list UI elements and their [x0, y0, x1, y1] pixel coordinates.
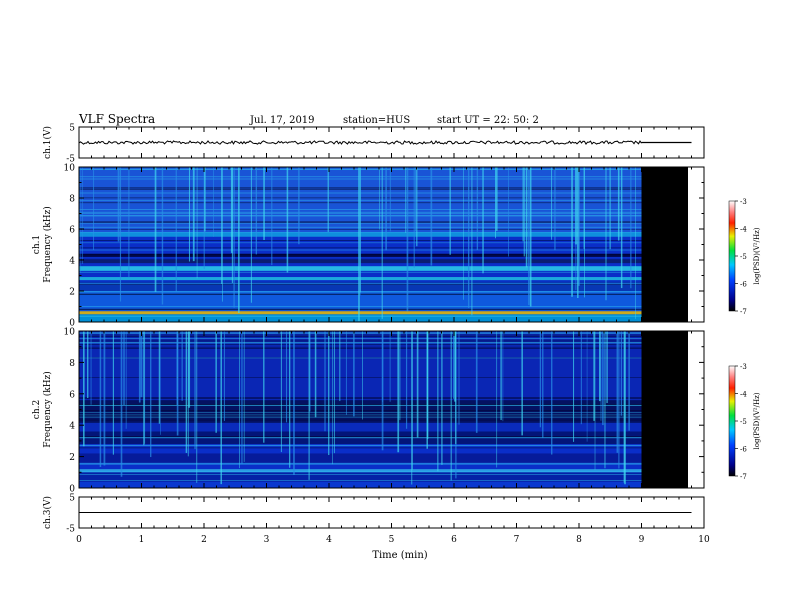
spectral-band	[79, 422, 642, 432]
colorbar-tick-label: -3	[740, 363, 747, 371]
x-tick-label: 0	[76, 535, 82, 545]
y-tick-label: 2	[69, 453, 75, 463]
y-tick-label: 6	[69, 390, 75, 400]
x-tick-label: 8	[576, 535, 582, 545]
y-axis-label: Frequency (kHz)	[42, 206, 53, 283]
spectral-band	[79, 314, 642, 322]
x-axis-label: Time (min)	[372, 550, 427, 561]
y-axis-label: ch.1	[32, 235, 42, 254]
y-tick-label: -5	[66, 155, 75, 165]
colorbar-tick-label: -4	[740, 391, 747, 399]
spectral-band	[79, 469, 642, 473]
y-tick-label: -5	[66, 525, 75, 535]
x-tick-label: 10	[698, 535, 710, 545]
x-tick-label: 5	[389, 535, 395, 545]
no-data-region	[641, 331, 688, 488]
x-tick-label: 6	[451, 535, 457, 545]
y-tick-label: 5	[69, 124, 75, 134]
colorbar-tick-label: -7	[740, 308, 747, 316]
colorbar-tick-label: -5	[740, 253, 747, 261]
y-tick-label: 8	[69, 195, 75, 205]
x-tick-label: 3	[264, 535, 270, 545]
y-axis-label: Frequency (kHz)	[42, 371, 53, 448]
no-data-region	[641, 167, 688, 322]
panel-ch2-spectrogram: -3 -4 -5 -6 -7 log(PSD)(V²/Hz) 0 2 4 6 8 10 ch.2 Freq…	[32, 328, 761, 495]
colorbar-label: log(PSD)(V²/Hz)	[753, 227, 761, 284]
panel-ch1-waveform: 5 -5 ch.1(V)	[42, 124, 705, 165]
y-tick-label: 2	[69, 288, 75, 298]
y-tick-label: 0	[69, 485, 75, 495]
colorbar-tick-label: -5	[740, 418, 747, 426]
start-time-label: start UT = 22: 50: 2	[437, 115, 539, 126]
colorbar-tick-label: -3	[740, 198, 747, 206]
panel-ch1-spectrogram: -3 -4 -5 -6 -7 log(PSD)(V²/Hz) 0 2 4 6 8 10 ch.1 Freq…	[32, 164, 761, 329]
spectral-band	[79, 331, 642, 401]
spectral-band	[79, 481, 642, 488]
x-tick-label: 4	[326, 535, 332, 545]
y-tick-label: 10	[64, 328, 76, 338]
y-axis-label: ch.3(V)	[42, 496, 53, 529]
x-tick-label: 7	[514, 535, 520, 545]
y-tick-label: 10	[64, 164, 76, 174]
colorbar-tick-label: -6	[740, 281, 747, 289]
spectral-band	[79, 291, 642, 312]
panel-ch3-waveform: 5 -5 ch.3(V) 0 1 2 3 4 5 6 7 8 9 10	[42, 494, 710, 546]
y-tick-label: 6	[69, 226, 75, 236]
date-label: Jul. 17, 2019	[249, 115, 315, 126]
station-label: station=HUS	[343, 115, 410, 126]
y-tick-label: 5	[69, 494, 75, 504]
y-tick-label: 0	[69, 319, 75, 329]
y-tick-label: 4	[69, 257, 75, 267]
y-tick-label: 8	[69, 359, 75, 369]
colorbar-tick-label: -7	[740, 473, 747, 481]
colorbar	[728, 200, 736, 312]
spectral-band	[79, 472, 642, 482]
x-tick-label: 9	[639, 535, 645, 545]
y-tick-label: 4	[69, 422, 75, 432]
spectral-band	[79, 311, 642, 315]
waveform-trace	[78, 140, 642, 145]
panels: 5 -5 ch.1(V) -3 -4 -5 -6 -7 log(PSD)(V²/Hz) 0 2 4 6 8…	[32, 124, 761, 546]
x-tick-label: 2	[201, 535, 207, 545]
y-axis-label: ch.2	[32, 400, 42, 419]
figure-title: VLF Spectra	[78, 112, 155, 126]
colorbar	[728, 365, 736, 477]
x-tick-label: 1	[139, 535, 145, 545]
y-axis-label: ch.1(V)	[42, 126, 53, 159]
colorbar-tick-label: -4	[740, 226, 747, 234]
colorbar-label: log(PSD)(V²/Hz)	[753, 392, 761, 449]
spectral-band	[79, 453, 642, 463]
colorbar-tick-label: -6	[740, 446, 747, 454]
